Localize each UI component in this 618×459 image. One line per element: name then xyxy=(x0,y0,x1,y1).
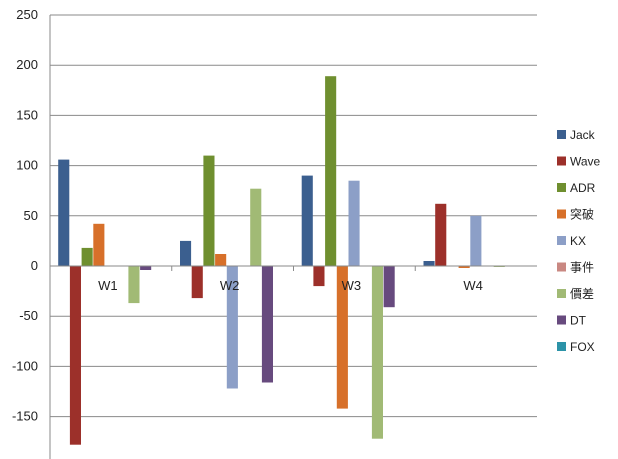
legend-swatch xyxy=(557,156,566,166)
bar-KX-W2 xyxy=(226,266,238,389)
x-category-label: W1 xyxy=(98,278,118,293)
bar-Wave-W4 xyxy=(435,203,447,266)
y-tick-label: 250 xyxy=(16,7,38,22)
legend-label: 突破 xyxy=(570,207,594,222)
legend-swatch xyxy=(557,289,566,298)
y-tick-label: 0 xyxy=(31,258,38,273)
y-tick-label: 200 xyxy=(16,57,38,72)
bar-價差-W2 xyxy=(250,188,262,266)
legend-label: DT xyxy=(570,314,587,328)
y-tick-label: 100 xyxy=(16,158,38,173)
bar-Jack-W2 xyxy=(180,240,192,266)
legend-swatch xyxy=(557,315,566,325)
bar-Jack-W4 xyxy=(423,261,435,266)
bar-Wave-W2 xyxy=(191,266,203,299)
axes: 250 200 150 100 50 0 -50 -100 -150 W1 W2 W3 W4 xyxy=(12,7,537,459)
bar-突破-W2 xyxy=(215,254,227,266)
legend-swatch xyxy=(557,209,566,219)
bar-ADR-W1 xyxy=(81,247,93,266)
legend-swatch xyxy=(557,183,566,192)
x-category-label: W3 xyxy=(342,278,362,293)
y-tick-label: -150 xyxy=(12,409,38,424)
legend-label: 價差 xyxy=(570,287,594,301)
bar-KX-W4 xyxy=(470,215,482,266)
gridlines xyxy=(50,14,537,418)
y-tick-label: -50 xyxy=(19,308,38,323)
y-tick-label: -100 xyxy=(12,358,38,373)
bar-DT-W3 xyxy=(383,266,395,308)
bar-價差-W3 xyxy=(371,266,383,439)
bar-DT-W2 xyxy=(261,266,273,383)
legend-swatch xyxy=(557,130,566,139)
bar-Wave-W3 xyxy=(313,266,325,287)
x-category-label: W4 xyxy=(463,278,483,293)
bar-ADR-W3 xyxy=(325,76,337,266)
bars xyxy=(58,76,505,445)
bar-ADR-W2 xyxy=(203,155,215,266)
legend-label: Wave xyxy=(570,155,601,169)
legend-label: KX xyxy=(570,234,586,248)
bar-KX-W3 xyxy=(348,180,360,266)
bar-突破-W1 xyxy=(93,223,105,266)
bar-Jack-W3 xyxy=(301,175,313,266)
legend-swatch xyxy=(557,342,566,351)
legend-label: FOX xyxy=(570,340,595,354)
y-tick-label: 50 xyxy=(24,208,38,223)
bar-Wave-W1 xyxy=(69,266,81,445)
bar-突破-W3 xyxy=(336,266,348,409)
legend-label: Jack xyxy=(570,128,596,142)
y-tick-label: 150 xyxy=(16,107,38,122)
bar-Jack-W1 xyxy=(58,159,70,266)
legend-swatch xyxy=(557,262,566,272)
legend-swatch xyxy=(557,236,566,245)
legend-label: 事件 xyxy=(570,261,594,275)
legend-label: ADR xyxy=(570,181,596,195)
bar-突破-W4 xyxy=(458,266,470,268)
bar-DT-W1 xyxy=(140,266,152,270)
bar-價差-W1 xyxy=(128,266,140,304)
x-category-label: W2 xyxy=(220,278,240,293)
